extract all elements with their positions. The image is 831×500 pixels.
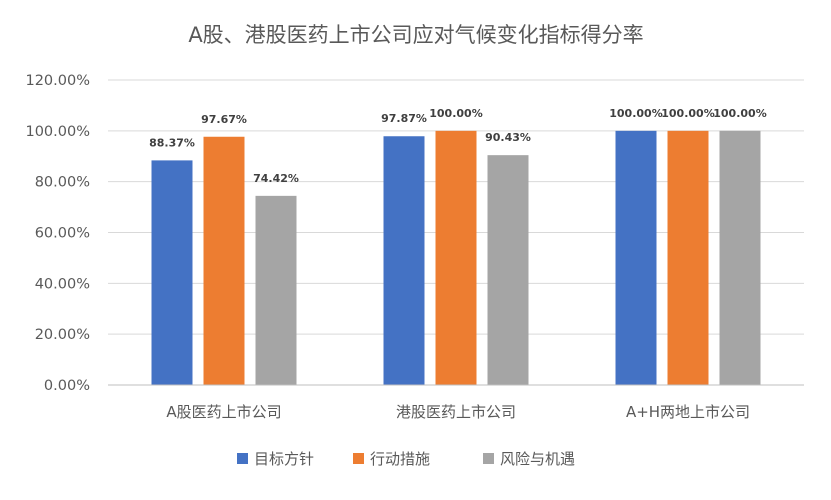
data-label: 97.87% xyxy=(381,112,427,125)
bar xyxy=(719,130,761,385)
legend-label: 目标方针 xyxy=(254,450,314,468)
bar xyxy=(487,155,529,385)
y-tick-label: 40.00% xyxy=(35,276,90,292)
bar xyxy=(667,130,709,385)
bar xyxy=(615,130,657,385)
x-axis: A股医药上市公司 港股医药上市公司 A+H两地上市公司 xyxy=(108,384,804,421)
y-tick-label: 60.00% xyxy=(35,226,90,242)
y-axis: 0.00% 20.00% 40.00% 60.00% 80.00% 100.00% 120.… xyxy=(25,73,90,394)
x-tick-label: A股医药上市公司 xyxy=(166,403,281,421)
legend-label: 行动措施 xyxy=(370,450,430,468)
x-tick-label: A+H两地上市公司 xyxy=(626,403,750,421)
data-label: 90.43% xyxy=(485,131,531,144)
bar xyxy=(203,136,245,385)
y-tick-label: 80.00% xyxy=(35,175,90,191)
chart-title: A股、港股医药上市公司应对气候变化指标得分率 xyxy=(188,23,643,47)
data-label: 88.37% xyxy=(149,136,195,149)
data-label: 74.42% xyxy=(253,172,299,185)
data-labels: 88.37%97.67%74.42%97.87% 100.00%90.43%100… xyxy=(149,107,767,185)
x-tick-label: 港股医药上市公司 xyxy=(396,403,516,421)
data-label: 97.67% xyxy=(201,113,247,126)
legend: 目标方针 行动措施 风险与机遇 xyxy=(237,450,575,468)
bar xyxy=(255,195,297,385)
data-label: 100.00% xyxy=(661,107,714,120)
data-label: 100.00% xyxy=(429,107,482,120)
y-tick-label: 0.00% xyxy=(44,378,90,394)
y-tick-label: 120.00% xyxy=(25,73,90,89)
bar xyxy=(435,130,477,385)
bar xyxy=(383,136,425,385)
data-label: 100.00% xyxy=(609,107,662,120)
legend-swatch xyxy=(353,453,364,464)
data-label: 100.00% xyxy=(713,107,766,120)
bars xyxy=(151,130,761,385)
bar xyxy=(151,160,193,385)
y-tick-label: 20.00% xyxy=(35,327,90,343)
legend-swatch xyxy=(237,453,248,464)
legend-swatch xyxy=(483,453,494,464)
y-tick-label: 100.00% xyxy=(25,124,90,140)
legend-label: 风险与机遇 xyxy=(500,450,575,468)
